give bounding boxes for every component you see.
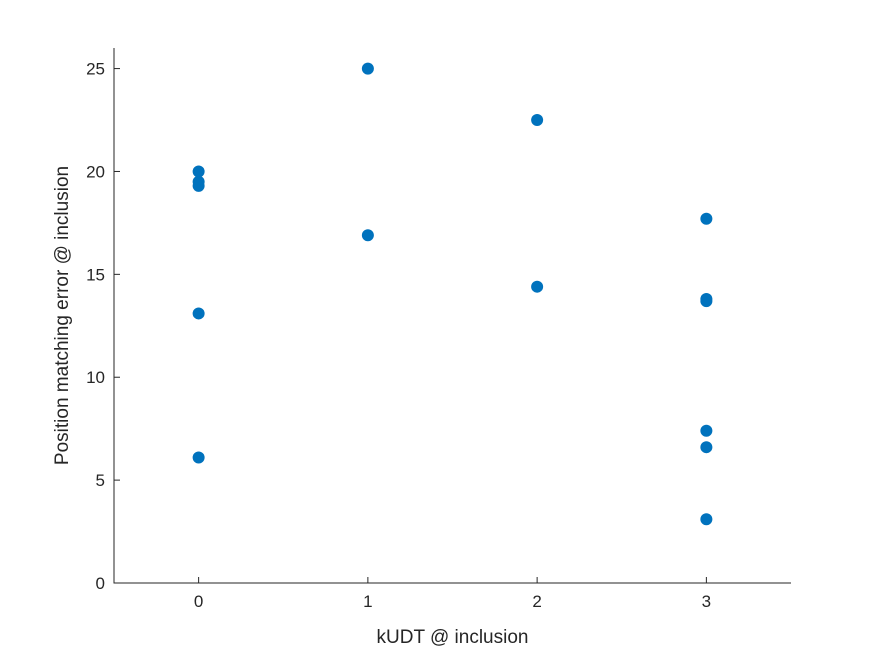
x-tick-label: 2 [532, 592, 541, 611]
x-axis-ticks: 0 1 2 3 [194, 577, 711, 611]
data-points [192, 62, 713, 526]
y-tick-label: 25 [86, 60, 105, 79]
axis-lines [113, 48, 791, 584]
y-tick-label: 20 [86, 162, 105, 181]
y-tick-label: 0 [96, 574, 105, 593]
data-point [192, 451, 205, 464]
data-point [531, 280, 544, 293]
y-tick-label: 15 [86, 265, 105, 284]
data-point [700, 212, 713, 225]
axes [113, 48, 791, 584]
data-point [192, 179, 205, 192]
data-point [192, 165, 205, 178]
data-point [700, 441, 713, 454]
data-point [700, 295, 713, 308]
data-point [361, 229, 374, 242]
data-point [361, 62, 374, 75]
data-point [531, 114, 544, 127]
y-axis-label: Position matching error @ inclusion [52, 166, 73, 465]
x-axis-label: kUDT @ inclusion [377, 627, 529, 648]
y-tick-label: 5 [96, 471, 105, 490]
y-tick-label: 10 [86, 368, 105, 387]
data-point [700, 513, 713, 526]
data-point [700, 424, 713, 437]
y-axis-ticks: 0 5 10 15 20 25 [86, 60, 120, 593]
data-point [192, 307, 205, 320]
x-tick-label: 3 [702, 592, 711, 611]
x-tick-label: 1 [363, 592, 372, 611]
x-tick-label: 0 [194, 592, 203, 611]
